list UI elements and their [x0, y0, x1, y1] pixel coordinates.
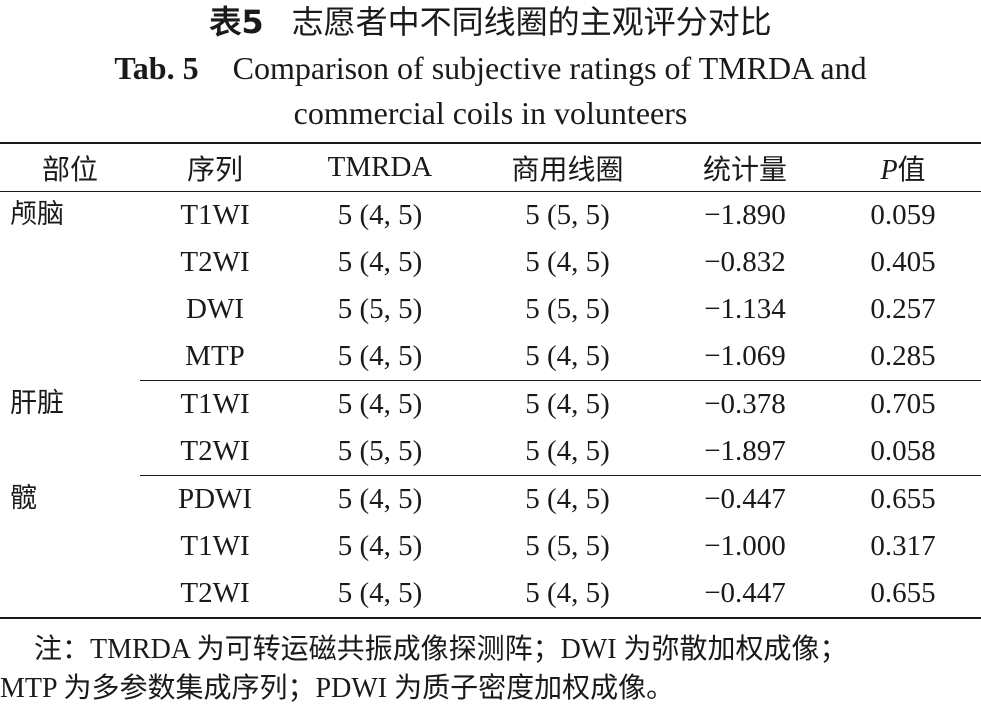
header-sequence: 序列: [140, 143, 290, 192]
cell-commercial: 5 (4, 5): [525, 435, 610, 467]
table-note: 注：TMRDA 为可转运磁共振成像探测阵；DWI 为弥散加权成像； MTP 为多…: [0, 630, 981, 708]
cell-statistic: −1.000: [704, 530, 786, 562]
cell-commercial: 5 (4, 5): [470, 380, 665, 428]
cell-tmrda: 5 (4, 5): [337, 246, 423, 278]
table-row: DWI 5 (5, 5) 5 (5, 5) −1.134 0.257: [0, 286, 981, 333]
cell-sequence: T2WI: [180, 246, 250, 278]
cell-commercial: 5 (5, 5): [525, 530, 610, 562]
header-p-suffix: 值: [897, 152, 926, 186]
cell-tmrda: 5 (4, 5): [337, 577, 423, 609]
table-row: 肝脏 T1WI 5 (4, 5) 5 (4, 5) −0.378 0.705: [0, 380, 981, 428]
header-statistic: 统计量: [665, 143, 825, 192]
cell-tmrda: 5 (5, 5): [337, 293, 423, 325]
header-tmrda: TMRDA: [290, 143, 470, 192]
table-caption-en-line2: commercial coils in volunteers: [293, 95, 688, 131]
table-row: T2WI 5 (4, 5) 5 (4, 5) −0.832 0.405: [0, 239, 981, 286]
cell-statistic: −1.069: [704, 340, 786, 372]
cell-p: 0.317: [870, 530, 936, 562]
header-region: 部位: [0, 143, 140, 192]
ratings-table: 部位 序列 TMRDA 商用线圈 统计量 P值 颅脑 T1WI 5 (4, 5) 5 …: [0, 142, 981, 619]
table-row: T2WI 5 (4, 5) 5 (4, 5) −0.447 0.655: [0, 570, 981, 618]
cell-p: 0.405: [870, 246, 936, 278]
cell-sequence: DWI: [186, 293, 244, 325]
table-title-en: Tab. 5 Comparison of subjective ratings o…: [0, 46, 981, 136]
cell-commercial: 5 (5, 5): [525, 199, 610, 231]
cell-region: 肝脏: [10, 387, 64, 419]
cell-statistic: −1.890: [704, 199, 786, 231]
header-p-value: P值: [825, 143, 981, 192]
cell-sequence: T1WI: [180, 199, 250, 231]
cell-tmrda: 5 (4, 5): [290, 380, 470, 428]
cell-statistic: −1.134: [704, 293, 786, 325]
table-body: 颅脑 T1WI 5 (4, 5) 5 (5, 5) −1.890 0.059 T2WI 5 (…: [0, 192, 981, 619]
cell-tmrda: 5 (4, 5): [290, 475, 470, 523]
cell-statistic: −0.447: [665, 475, 825, 523]
cell-statistic: −1.897: [704, 435, 786, 467]
table-title-cn: 表5 志愿者中不同线圈的主观评分对比: [0, 2, 981, 42]
table-label-en: Tab. 5: [114, 50, 199, 86]
cell-p: 0.655: [870, 577, 936, 609]
table-row: 颅脑 T1WI 5 (4, 5) 5 (5, 5) −1.890 0.059: [0, 192, 981, 240]
cell-commercial: 5 (4, 5): [525, 340, 610, 372]
cell-tmrda: 5 (4, 5): [337, 340, 423, 372]
table-row: T1WI 5 (4, 5) 5 (5, 5) −1.000 0.317: [0, 523, 981, 570]
cell-commercial: 5 (4, 5): [470, 475, 665, 523]
table-label-cn: 表5: [209, 3, 264, 41]
cell-tmrda: 5 (4, 5): [337, 199, 423, 231]
table-caption-cn: 志愿者中不同线圈的主观评分对比: [291, 3, 772, 41]
header-commercial: 商用线圈: [470, 143, 665, 192]
cell-region: 颅脑: [10, 199, 64, 230]
cell-p: 0.705: [825, 380, 981, 428]
note-line-1: 注：TMRDA 为可转运磁共振成像探测阵；DWI 为弥散加权成像；: [34, 634, 848, 665]
cell-statistic: −0.832: [704, 246, 786, 278]
note-line-2: MTP 为多参数集成序列；PDWI 为质子密度加权成像。: [0, 673, 675, 704]
header-row: 部位 序列 TMRDA 商用线圈 统计量 P值: [0, 143, 981, 192]
cell-p: 0.059: [870, 199, 936, 231]
cell-sequence: T1WI: [180, 530, 250, 562]
cell-sequence: T1WI: [140, 380, 290, 428]
cell-p: 0.285: [870, 340, 936, 372]
cell-sequence: T2WI: [180, 577, 250, 609]
header-p-symbol: P: [880, 154, 898, 186]
cell-commercial: 5 (5, 5): [525, 293, 610, 325]
cell-tmrda: 5 (5, 5): [337, 435, 423, 467]
table-row: 髋 PDWI 5 (4, 5) 5 (4, 5) −0.447 0.655: [0, 475, 981, 523]
cell-sequence: T2WI: [180, 435, 250, 467]
cell-commercial: 5 (4, 5): [525, 577, 610, 609]
table-row: MTP 5 (4, 5) 5 (4, 5) −1.069 0.285: [0, 333, 981, 381]
cell-statistic: −0.378: [665, 380, 825, 428]
cell-p: 0.257: [870, 293, 936, 325]
cell-region: 髋: [10, 482, 37, 514]
table-row: T2WI 5 (5, 5) 5 (4, 5) −1.897 0.058: [0, 428, 981, 476]
cell-sequence: MTP: [185, 340, 245, 372]
cell-p: 0.655: [825, 475, 981, 523]
cell-p: 0.058: [870, 435, 936, 467]
table-caption-en-line1: Comparison of subjective ratings of TMRD…: [232, 50, 867, 86]
cell-commercial: 5 (4, 5): [525, 246, 610, 278]
cell-tmrda: 5 (4, 5): [337, 530, 423, 562]
cell-statistic: −0.447: [704, 577, 786, 609]
cell-sequence: PDWI: [140, 475, 290, 523]
